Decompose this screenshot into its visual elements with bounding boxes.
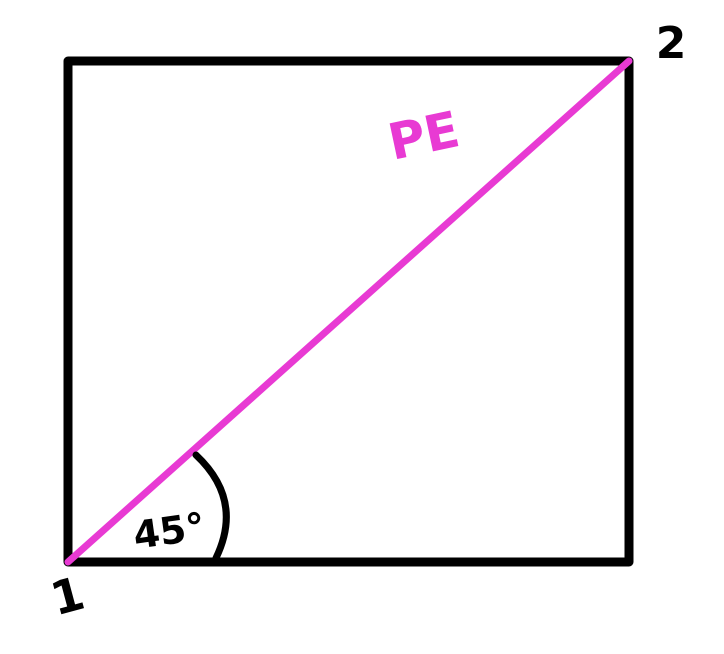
diagonal-line: [64, 57, 633, 566]
diagonal-label: PE: [383, 100, 464, 171]
angle-arc: [192, 451, 230, 562]
angle-label: 45°: [130, 504, 207, 558]
corner-label-1: 1: [45, 566, 90, 626]
square-outline: [63, 56, 634, 567]
corner-label-2: 2: [656, 18, 687, 69]
